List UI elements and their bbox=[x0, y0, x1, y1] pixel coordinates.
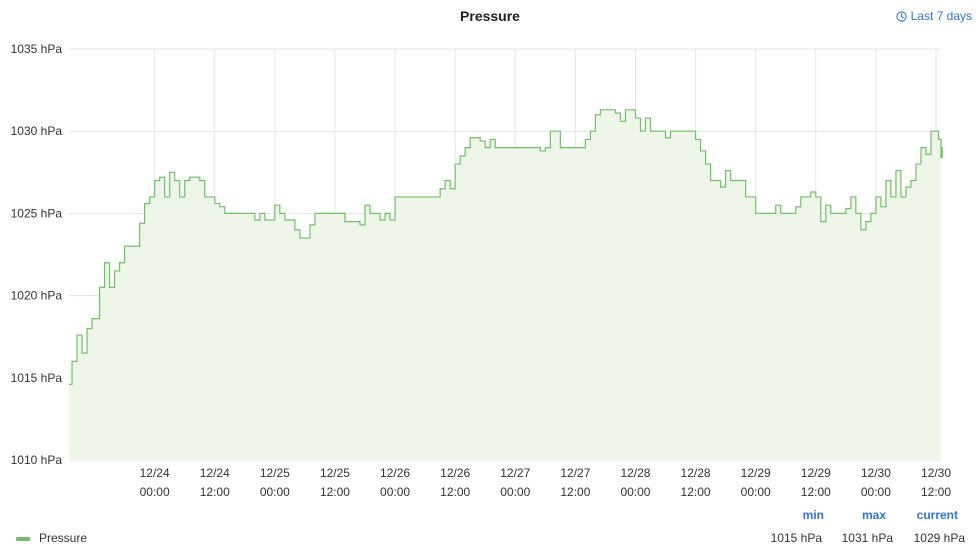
x-tick-label: 00:00 bbox=[620, 485, 650, 499]
x-tick-label: 12/26 bbox=[440, 466, 470, 480]
x-tick-label: 00:00 bbox=[861, 485, 891, 499]
x-tick-label: 12:00 bbox=[560, 485, 590, 499]
x-tick-label: 12:00 bbox=[320, 485, 350, 499]
legend-current-value: 1029 hPa bbox=[913, 531, 965, 545]
x-tick-label: 12/24 bbox=[140, 466, 170, 480]
x-tick-label: 12:00 bbox=[200, 485, 230, 499]
x-tick-label: 12/26 bbox=[380, 466, 410, 480]
x-tick-label: 12/30 bbox=[861, 466, 891, 480]
time-range-label: Last 7 days bbox=[910, 9, 972, 23]
legend-current-header[interactable]: current bbox=[916, 508, 958, 522]
y-tick-label: 1025 hPa bbox=[11, 206, 63, 220]
y-tick-label: 1035 hPa bbox=[11, 42, 63, 56]
legend-max-header[interactable]: max bbox=[861, 508, 886, 522]
y-tick-label: 1010 hPa bbox=[11, 453, 63, 467]
x-tick-label: 12/30 bbox=[921, 466, 951, 480]
x-tick-label: 12:00 bbox=[921, 485, 951, 499]
x-tick-label: 12/27 bbox=[560, 466, 590, 480]
legend-series-swatch bbox=[16, 537, 30, 541]
x-tick-label: 12/25 bbox=[320, 466, 350, 480]
x-tick-label: 12/27 bbox=[500, 466, 530, 480]
x-tick-label: 12/29 bbox=[741, 466, 771, 480]
legend-min-value: 1015 hPa bbox=[770, 531, 822, 545]
x-tick-label: 00:00 bbox=[500, 485, 530, 499]
legend-min-header[interactable]: min bbox=[802, 508, 824, 522]
x-tick-label: 12/24 bbox=[200, 466, 230, 480]
x-tick-label: 12/28 bbox=[681, 466, 711, 480]
pressure-chart: 1010 hPa 1015 hPa 1020 hPa 1025 hPa 1030 hPa… bbox=[11, 42, 952, 499]
y-tick-label: 1030 hPa bbox=[11, 124, 63, 138]
time-range-picker[interactable]: Last 7 days bbox=[895, 9, 972, 23]
legend-series-row[interactable]: Pressure 1015 hPa 1031 hPa 1029 hPa bbox=[0, 530, 980, 548]
series-area-pressure bbox=[69, 109, 943, 460]
legend-series-name[interactable]: Pressure bbox=[39, 531, 88, 545]
x-tick-label: 00:00 bbox=[741, 485, 771, 499]
legend-max-value: 1031 hPa bbox=[841, 531, 893, 545]
y-tick-label: 1015 hPa bbox=[11, 371, 63, 385]
x-tick-label: 12:00 bbox=[801, 485, 831, 499]
x-tick-label: 00:00 bbox=[140, 485, 170, 499]
panel-title: Pressure bbox=[460, 8, 520, 24]
x-tick-label: 12:00 bbox=[440, 485, 470, 499]
x-tick-label: 12/25 bbox=[260, 466, 290, 480]
x-tick-label: 00:00 bbox=[380, 485, 410, 499]
clock-icon bbox=[895, 10, 907, 22]
x-tick-label: 12:00 bbox=[681, 485, 711, 499]
x-tick-label: 00:00 bbox=[260, 485, 290, 499]
series-line-pressure bbox=[69, 109, 943, 385]
x-tick-label: 12/28 bbox=[620, 466, 650, 480]
y-tick-label: 1020 hPa bbox=[11, 289, 63, 303]
x-tick-label: 12/29 bbox=[801, 466, 831, 480]
